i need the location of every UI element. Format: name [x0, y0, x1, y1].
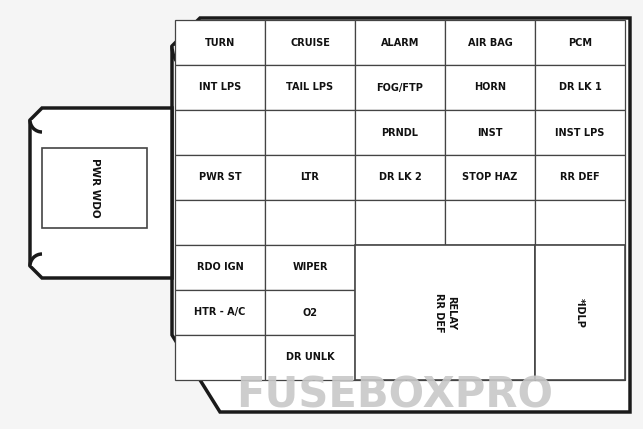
Bar — [265, 110, 355, 155]
Text: RR DEF: RR DEF — [560, 172, 600, 182]
Text: INT LPS: INT LPS — [199, 82, 241, 93]
Bar — [355, 335, 445, 380]
Bar — [535, 110, 625, 155]
Text: TAIL LPS: TAIL LPS — [286, 82, 334, 93]
Text: FUSEBOXPRO: FUSEBOXPRO — [237, 374, 554, 416]
Text: DR UNLK: DR UNLK — [285, 353, 334, 363]
Bar — [175, 110, 265, 155]
Text: ALARM: ALARM — [381, 37, 419, 48]
Bar — [445, 290, 535, 335]
Bar — [445, 200, 535, 245]
Bar — [445, 335, 535, 380]
Text: PCM: PCM — [568, 37, 592, 48]
Text: AIR BAG: AIR BAG — [467, 37, 512, 48]
Bar — [535, 65, 625, 110]
Bar — [355, 155, 445, 200]
Bar — [175, 65, 265, 110]
Bar — [265, 65, 355, 110]
Text: INST LPS: INST LPS — [556, 127, 604, 138]
Text: PWR ST: PWR ST — [199, 172, 241, 182]
Bar — [445, 65, 535, 110]
Bar — [175, 200, 265, 245]
Bar — [535, 200, 625, 245]
Bar — [445, 110, 535, 155]
Wedge shape — [172, 46, 200, 74]
Bar — [535, 335, 625, 380]
Text: PWR WDO: PWR WDO — [89, 158, 100, 218]
Bar — [355, 200, 445, 245]
Bar — [445, 20, 535, 65]
Bar — [355, 245, 535, 380]
Wedge shape — [30, 254, 42, 266]
Text: TURN: TURN — [205, 37, 235, 48]
Bar — [265, 155, 355, 200]
Text: LTR: LTR — [300, 172, 320, 182]
Bar — [265, 200, 355, 245]
Bar — [175, 290, 265, 335]
Text: HTR - A/C: HTR - A/C — [194, 308, 246, 317]
Bar — [355, 110, 445, 155]
Text: WIPER: WIPER — [293, 263, 328, 272]
Bar — [355, 245, 445, 290]
Bar — [175, 245, 265, 290]
Bar — [535, 245, 625, 290]
Text: DR LK 1: DR LK 1 — [559, 82, 601, 93]
Bar — [535, 155, 625, 200]
Polygon shape — [30, 108, 172, 278]
Bar — [355, 65, 445, 110]
Bar — [355, 20, 445, 65]
Wedge shape — [30, 120, 42, 132]
Text: O2: O2 — [302, 308, 318, 317]
Text: RDO IGN: RDO IGN — [197, 263, 243, 272]
Text: STOP HAZ: STOP HAZ — [462, 172, 518, 182]
Polygon shape — [172, 18, 630, 412]
Bar — [265, 290, 355, 335]
Text: CRUISE: CRUISE — [290, 37, 330, 48]
Text: HORN: HORN — [474, 82, 506, 93]
Bar — [265, 20, 355, 65]
Bar — [355, 290, 445, 335]
Bar — [535, 245, 625, 380]
Bar — [175, 155, 265, 200]
Bar — [175, 335, 265, 380]
Text: RELAY
RR DEF: RELAY RR DEF — [434, 293, 456, 332]
Bar — [535, 20, 625, 65]
Bar — [265, 245, 355, 290]
Bar — [265, 335, 355, 380]
Text: FOG/FTP: FOG/FTP — [377, 82, 424, 93]
Bar — [175, 20, 265, 65]
Bar — [445, 245, 535, 290]
Text: PRNDL: PRNDL — [381, 127, 419, 138]
Bar — [445, 155, 535, 200]
Text: *IDLP: *IDLP — [575, 298, 585, 327]
Text: INST: INST — [477, 127, 503, 138]
Bar — [535, 290, 625, 335]
Text: DR LK 2: DR LK 2 — [379, 172, 421, 182]
Bar — [42, 148, 147, 228]
